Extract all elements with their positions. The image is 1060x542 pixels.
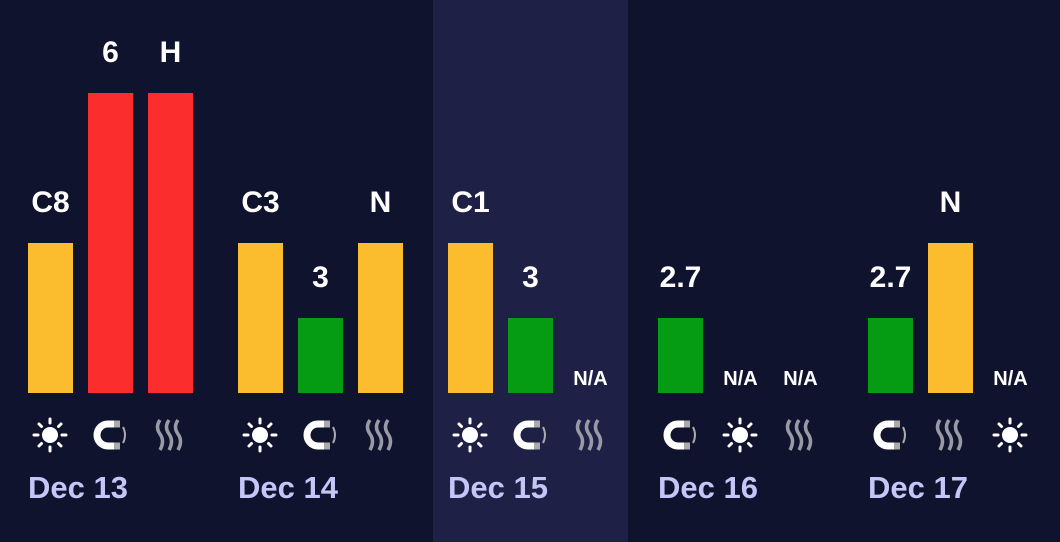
date-label: Dec 17 xyxy=(868,470,968,505)
forecast-item: 3 xyxy=(508,0,553,542)
magnet-icon xyxy=(870,415,910,455)
waves-icon xyxy=(150,415,190,455)
magnet-icon xyxy=(510,415,550,455)
level-bar xyxy=(148,93,193,393)
value-label: N xyxy=(369,186,392,219)
date-label: Dec 15 xyxy=(448,470,548,505)
level-bar xyxy=(238,243,283,393)
date-label: Dec 16 xyxy=(658,470,758,505)
level-bar xyxy=(658,318,703,393)
level-bar xyxy=(358,243,403,393)
sun-icon xyxy=(990,415,1030,455)
waves-icon xyxy=(360,415,400,455)
value-label: N/A xyxy=(993,368,1028,390)
sun-icon xyxy=(450,415,490,455)
value-label: C3 xyxy=(241,186,280,219)
forecast-item: C8 xyxy=(28,0,73,542)
date-label: Dec 13 xyxy=(28,470,128,505)
forecast-item: N xyxy=(358,0,403,542)
level-bar xyxy=(88,93,133,393)
forecast-item: C1 xyxy=(448,0,493,542)
day-column: 2.7 N N/A Dec 17 xyxy=(853,0,1048,542)
value-label: 3 xyxy=(522,261,539,294)
day-column: C1 3 N/A Dec 15 xyxy=(433,0,628,542)
magnet-icon xyxy=(300,415,340,455)
level-bar xyxy=(28,243,73,393)
level-bar xyxy=(508,318,553,393)
waves-icon xyxy=(570,415,610,455)
waves-icon xyxy=(930,415,970,455)
forecast-item: C3 xyxy=(238,0,283,542)
value-label: C8 xyxy=(31,186,70,219)
day-column: C8 6 H Dec 13 xyxy=(13,0,208,542)
forecast-item: N/A xyxy=(988,0,1033,542)
level-bar xyxy=(298,318,343,393)
forecast-item: N/A xyxy=(718,0,763,542)
forecast-item: 6 xyxy=(88,0,133,542)
value-label: N/A xyxy=(723,368,758,390)
level-bar xyxy=(928,243,973,393)
value-label: 2.7 xyxy=(659,261,702,294)
value-label: N xyxy=(939,186,962,219)
forecast-item: N/A xyxy=(778,0,823,542)
sun-icon xyxy=(30,415,70,455)
level-bar xyxy=(868,318,913,393)
forecast-item: 2.7 xyxy=(868,0,913,542)
waves-icon xyxy=(780,415,820,455)
forecast-item: H xyxy=(148,0,193,542)
value-label: N/A xyxy=(783,368,818,390)
day-column: C3 3 N Dec 14 xyxy=(223,0,418,542)
value-label: 2.7 xyxy=(869,261,912,294)
date-label: Dec 14 xyxy=(238,470,338,505)
forecast-item: N/A xyxy=(568,0,613,542)
value-label: 3 xyxy=(312,261,329,294)
magnet-icon xyxy=(660,415,700,455)
value-label: N/A xyxy=(573,368,608,390)
forecast-item: 3 xyxy=(298,0,343,542)
day-column: 2.7 N/A N/A Dec 16 xyxy=(643,0,838,542)
sun-icon xyxy=(240,415,280,455)
magnet-icon xyxy=(90,415,130,455)
value-label: C1 xyxy=(451,186,490,219)
value-label: 6 xyxy=(102,36,119,69)
forecast-item: 2.7 xyxy=(658,0,703,542)
forecast-item: N xyxy=(928,0,973,542)
sun-icon xyxy=(720,415,760,455)
level-bar xyxy=(448,243,493,393)
value-label: H xyxy=(159,36,182,69)
